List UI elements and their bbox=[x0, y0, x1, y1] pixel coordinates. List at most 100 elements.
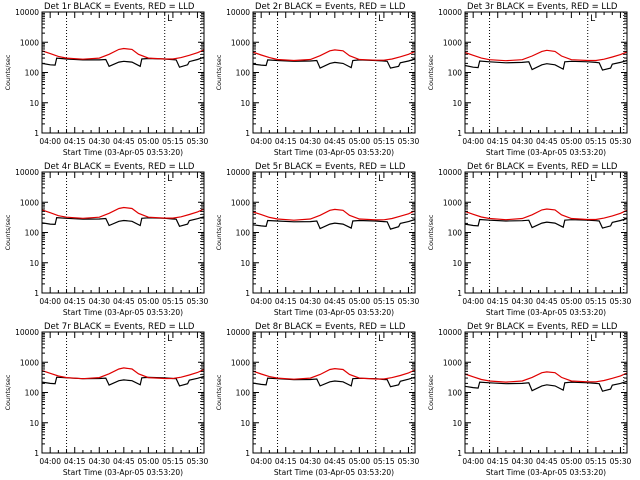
x-tick-label: 04:30 bbox=[511, 137, 533, 146]
panel-det-9: Det 9r BLACK = Events, RED = LLD Counts/s… bbox=[427, 322, 631, 477]
x-tick-label: 04:15 bbox=[275, 137, 297, 146]
y-tick-label: 10 bbox=[29, 99, 39, 108]
series-events-line bbox=[252, 218, 416, 230]
x-tick-label: 05:30 bbox=[398, 297, 420, 306]
panel-title: Det 6r BLACK = Events, RED = LLD bbox=[467, 162, 618, 172]
x-tick-label: 04:45 bbox=[324, 457, 346, 466]
y-tick-label: 10000 bbox=[226, 168, 250, 177]
y-axis-label: Counts/sec bbox=[4, 214, 12, 250]
x-tick-label: 04:45 bbox=[113, 457, 135, 466]
corner-mark: L bbox=[167, 334, 172, 344]
panel-det-3: Det 3r BLACK = Events, RED = LLD Counts/s… bbox=[427, 2, 631, 157]
y-tick-label: 10000 bbox=[15, 8, 39, 17]
x-tick-label: 05:15 bbox=[162, 137, 184, 146]
panel-det-2: Det 2r BLACK = Events, RED = LLD Counts/s… bbox=[215, 2, 419, 157]
x-axis-label: Start Time (03-Apr-05 03:53:20) bbox=[63, 148, 183, 157]
x-tick-label: 04:45 bbox=[536, 457, 558, 466]
panel-title: Det 5r BLACK = Events, RED = LLD bbox=[255, 162, 406, 172]
y-tick-label: 1 bbox=[34, 289, 39, 298]
x-tick-label: 04:30 bbox=[511, 297, 533, 306]
series-lld-line bbox=[464, 371, 628, 383]
panel-title: Det 2r BLACK = Events, RED = LLD bbox=[255, 2, 406, 12]
x-tick-label: 05:30 bbox=[398, 137, 420, 146]
x-tick-label: 04:00 bbox=[39, 457, 61, 466]
y-tick-label: 100 bbox=[25, 389, 40, 398]
y-tick-label: 1 bbox=[457, 129, 462, 138]
x-tick-label: 04:30 bbox=[88, 297, 110, 306]
x-tick-label: 05:15 bbox=[373, 297, 395, 306]
x-tick-label: 05:00 bbox=[138, 457, 160, 466]
panel-title: Det 8r BLACK = Events, RED = LLD bbox=[255, 322, 406, 332]
x-tick-label: 05:00 bbox=[138, 297, 160, 306]
panel-det-5: Det 5r BLACK = Events, RED = LLD Counts/s… bbox=[215, 162, 419, 317]
y-tick-label: 10 bbox=[240, 259, 250, 268]
x-tick-label: 04:30 bbox=[299, 457, 321, 466]
x-tick-label: 04:45 bbox=[113, 137, 135, 146]
x-axis-label: Start Time (03-Apr-05 03:53:20) bbox=[63, 308, 183, 317]
y-tick-label: 100 bbox=[236, 389, 251, 398]
y-tick-label: 1000 bbox=[443, 358, 462, 367]
y-tick-label: 1 bbox=[457, 289, 462, 298]
y-tick-label: 10 bbox=[29, 419, 39, 428]
y-tick-label: 10000 bbox=[438, 168, 462, 177]
y-tick-label: 1000 bbox=[443, 38, 462, 47]
y-tick-label: 1000 bbox=[20, 198, 39, 207]
series-events-line bbox=[464, 380, 628, 392]
x-tick-label: 04:00 bbox=[250, 137, 272, 146]
x-tick-label: 04:00 bbox=[462, 297, 484, 306]
y-tick-label: 1000 bbox=[231, 38, 250, 47]
corner-mark: L bbox=[167, 14, 172, 24]
panel-det-7: Det 7r BLACK = Events, RED = LLD Counts/s… bbox=[4, 322, 208, 477]
y-tick-label: 1000 bbox=[20, 38, 39, 47]
y-axis-label: Counts/sec bbox=[4, 54, 12, 90]
series-events-line bbox=[464, 59, 628, 71]
x-tick-label: 05:15 bbox=[585, 137, 607, 146]
x-tick-label: 05:00 bbox=[349, 457, 371, 466]
corner-mark: L bbox=[378, 334, 383, 344]
y-tick-label: 10000 bbox=[438, 328, 462, 337]
y-tick-label: 10000 bbox=[15, 328, 39, 337]
x-tick-label: 05:00 bbox=[349, 137, 371, 146]
y-tick-label: 10000 bbox=[226, 328, 250, 337]
y-tick-label: 1 bbox=[245, 449, 250, 458]
x-axis-label: Start Time (03-Apr-05 03:53:20) bbox=[274, 308, 394, 317]
x-tick-label: 04:00 bbox=[462, 137, 484, 146]
y-axis-label: Counts/sec bbox=[427, 54, 435, 90]
x-tick-label: 04:15 bbox=[487, 297, 509, 306]
series-events-line bbox=[464, 217, 628, 229]
y-tick-label: 100 bbox=[25, 69, 40, 78]
series-events-line bbox=[41, 375, 205, 387]
y-tick-label: 10 bbox=[29, 259, 39, 268]
y-tick-label: 1000 bbox=[20, 358, 39, 367]
series-events-line bbox=[252, 58, 416, 69]
x-tick-label: 04:15 bbox=[64, 297, 86, 306]
x-tick-label: 04:00 bbox=[250, 297, 272, 306]
panel-title: Det 9r BLACK = Events, RED = LLD bbox=[467, 322, 618, 332]
y-axis-label: Counts/sec bbox=[427, 374, 435, 410]
x-tick-label: 05:00 bbox=[138, 137, 160, 146]
x-tick-label: 04:30 bbox=[88, 137, 110, 146]
y-tick-label: 1 bbox=[245, 289, 250, 298]
x-tick-label: 04:15 bbox=[64, 457, 86, 466]
y-tick-label: 100 bbox=[25, 229, 40, 238]
y-tick-label: 10000 bbox=[15, 168, 39, 177]
panel-title: Det 4r BLACK = Events, RED = LLD bbox=[44, 162, 195, 172]
x-tick-label: 05:00 bbox=[561, 137, 583, 146]
series-lld-line bbox=[464, 49, 628, 62]
series-events-line bbox=[252, 376, 416, 388]
x-tick-label: 04:15 bbox=[487, 457, 509, 466]
panel-title: Det 7r BLACK = Events, RED = LLD bbox=[44, 322, 195, 332]
y-tick-label: 10 bbox=[240, 419, 250, 428]
x-tick-label: 04:00 bbox=[250, 457, 272, 466]
y-tick-label: 1000 bbox=[443, 198, 462, 207]
corner-mark: L bbox=[590, 14, 595, 24]
series-lld-line bbox=[41, 206, 205, 219]
x-axis-label: Start Time (03-Apr-05 03:53:20) bbox=[486, 308, 606, 317]
y-axis-label: Counts/sec bbox=[215, 374, 223, 410]
y-tick-label: 10 bbox=[452, 259, 462, 268]
series-lld-line bbox=[41, 367, 205, 380]
x-tick-label: 05:00 bbox=[561, 457, 583, 466]
x-tick-label: 04:45 bbox=[536, 137, 558, 146]
x-tick-label: 05:30 bbox=[398, 457, 420, 466]
